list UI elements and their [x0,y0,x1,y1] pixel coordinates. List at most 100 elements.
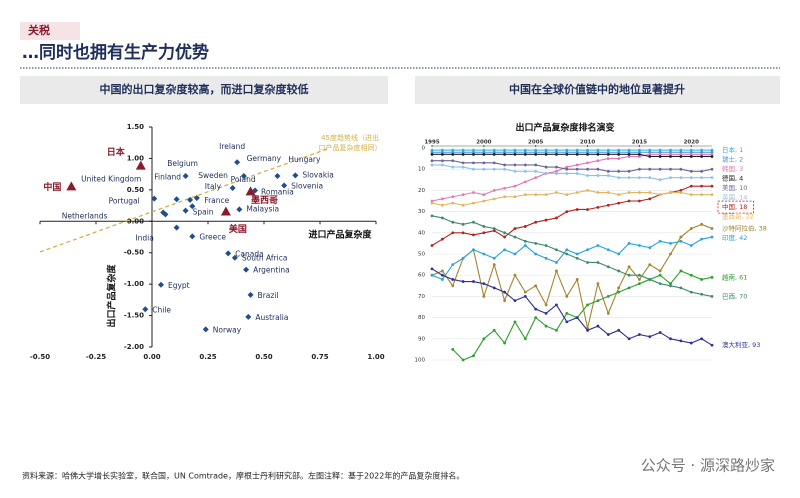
series-point [658,178,662,182]
series-point [638,152,641,156]
series-line [431,268,713,346]
series-point [658,269,662,273]
series-point [482,152,486,156]
series-point [523,290,527,294]
series-point [472,248,475,252]
series-point [700,237,704,241]
point-label: United Kingdom [81,175,141,184]
series-point [700,176,704,180]
series-point [606,295,610,298]
series-point [534,152,538,156]
series-point [555,165,558,169]
series-point [544,148,548,152]
y-tick-label: 1.00 [127,154,144,162]
series-point [565,172,569,175]
series-point [606,157,610,161]
series-point [638,273,641,277]
series-point [689,227,693,230]
series-point [669,148,672,152]
series-point [596,191,600,194]
trend-note: 45度趋势线（进出 [321,133,379,142]
series-point [658,148,662,152]
series-point [689,150,693,154]
series-point [503,231,506,235]
series-point [606,148,610,152]
series-point [461,150,465,154]
series-point [617,157,621,161]
point-label: Finland [154,172,181,181]
series-point [700,155,704,158]
point-label: 中国 [43,181,61,193]
series-point [596,282,600,286]
x-tick-label: 1.00 [367,353,384,361]
series-point [492,229,496,233]
x-tick-label: 1995 [424,140,439,146]
series-point [700,292,704,296]
series-point [679,339,683,343]
series-point [710,152,714,156]
diamond-point [240,173,247,180]
point-label: Chile [152,305,171,314]
series-point [575,252,579,256]
series-point [575,148,579,152]
series-point [638,150,641,154]
point-label: Portugal [109,196,140,205]
series-point [596,261,600,264]
series-point [565,148,569,152]
series-point [575,172,579,175]
series-point [627,191,631,194]
end-label: 中国, 18 [722,202,747,211]
y-tick-label: 80 [418,315,425,321]
series-point [638,148,641,152]
point-label: Malaysia [246,204,279,213]
series-point [430,273,434,277]
point-label: Slovakia [302,170,334,179]
trend-note: 口产品复杂度相同） [319,143,382,152]
series-point [689,341,693,345]
series-point [710,343,714,347]
series-point [523,239,527,243]
series-point [617,269,621,273]
x-tick-label: 0.25 [199,353,216,361]
panel-title: 中国在全球价值链中的地位显著提升 [509,82,685,96]
series-point [669,191,672,194]
series-point [669,150,672,154]
series-point [700,193,704,197]
series-point [440,216,444,220]
series-point [627,286,631,290]
series-point [669,242,672,245]
series-point [710,167,714,171]
series-point [596,174,600,177]
series-point [565,295,569,298]
diamond-point [173,224,180,231]
end-label: 瑞士, 2 [722,155,743,164]
series-point [679,191,683,194]
series-point [617,148,621,152]
series-line [452,270,713,361]
series-point [648,246,652,250]
series-point [565,150,569,154]
series-point [503,290,506,294]
series-point [679,167,683,171]
point-label: Spain [193,208,214,217]
series-point [555,303,558,307]
series-point [544,165,548,169]
series-point [679,286,683,290]
series-point [523,152,527,156]
series-point [544,244,548,247]
series-point [638,167,641,171]
series-point [523,148,527,152]
series-point [534,252,538,256]
series-point [658,331,662,334]
series-point [534,148,538,152]
series-point [596,150,600,154]
x-tick-label: 2015 [632,140,647,146]
point-label: Argentina [253,266,290,275]
series-point [451,150,455,154]
series-point [700,169,704,173]
series-point [617,150,621,154]
series-point [472,280,475,283]
series-point [617,290,621,294]
x-tick-label: 0.50 [255,353,272,361]
diamond-point [229,184,236,191]
